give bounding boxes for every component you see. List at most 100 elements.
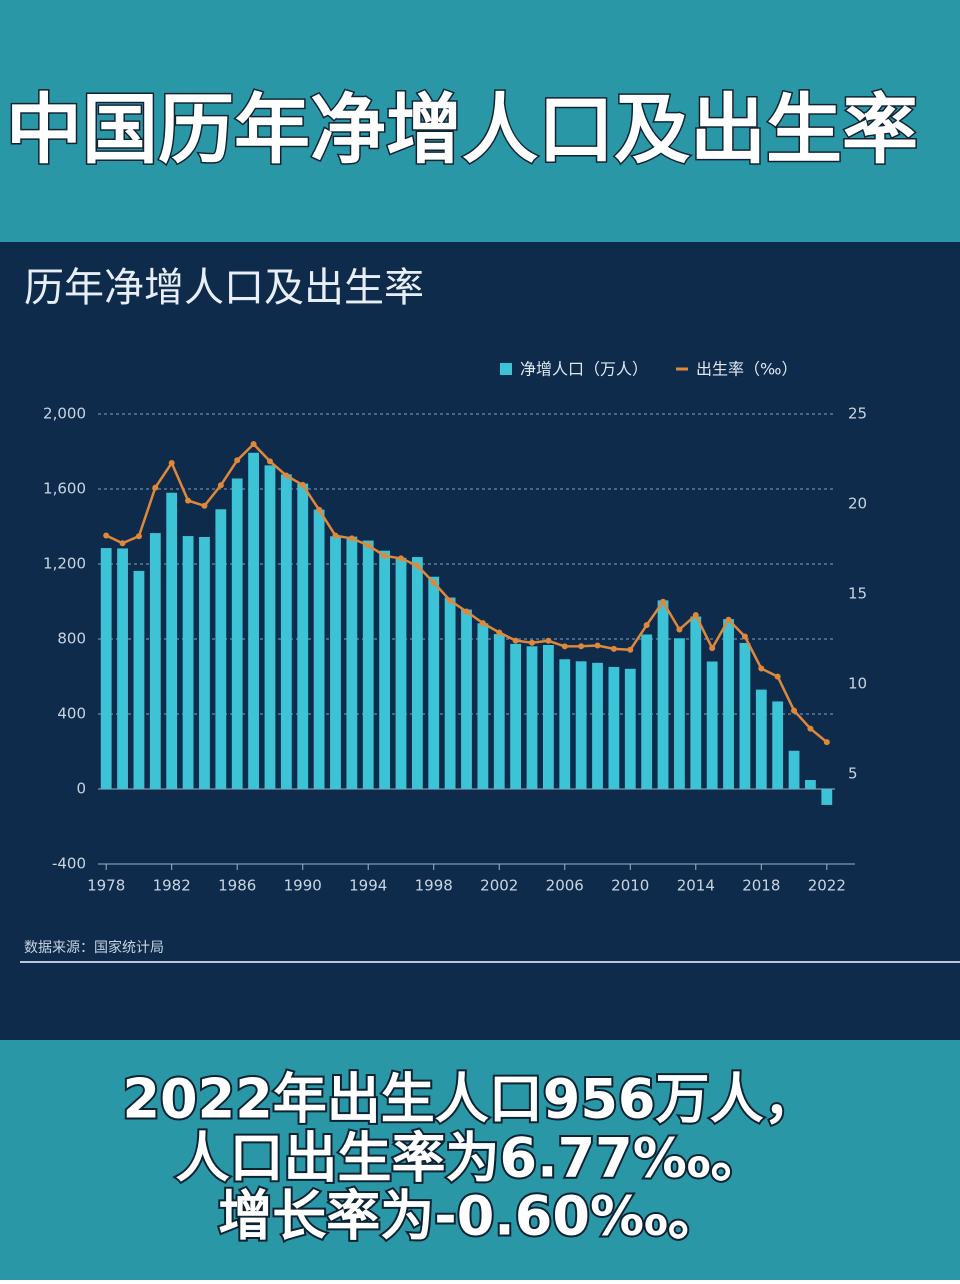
bar (379, 550, 391, 789)
bar (608, 666, 620, 789)
bar (805, 780, 816, 789)
bar (248, 452, 259, 789)
line-point (741, 633, 748, 640)
legend-swatch (500, 363, 512, 375)
line-point (725, 616, 732, 623)
line-point (250, 441, 257, 448)
line-point (709, 645, 716, 652)
line-point (316, 506, 323, 513)
bar (706, 661, 718, 789)
bar (362, 540, 374, 789)
line-point (119, 540, 126, 547)
y2-tick-label: 20 (848, 495, 867, 513)
bar (739, 642, 751, 789)
caption-line: 增长率为-0.60‰。 (218, 1185, 721, 1248)
line-point (430, 579, 437, 586)
line-point (529, 639, 536, 646)
source: 数据来源：国家统计局 (24, 939, 164, 956)
line-point (676, 626, 683, 633)
bar (592, 662, 603, 789)
bar (215, 509, 227, 789)
caption-line: 人口出生率为6.77‰。 (176, 1127, 765, 1190)
line-point (103, 532, 110, 539)
bar (477, 623, 489, 789)
bar (117, 548, 128, 789)
x-tick-label: 2002 (480, 877, 518, 895)
bar (575, 661, 587, 789)
line-point (496, 629, 503, 636)
line-point (381, 552, 388, 559)
line-point (463, 608, 470, 615)
line-point (660, 598, 667, 605)
line-point (610, 645, 617, 652)
y-tick-label: 1,600 (43, 480, 86, 498)
line-point (348, 535, 355, 542)
bar (231, 478, 243, 789)
line-point (578, 643, 585, 650)
bar (313, 509, 325, 789)
line-point (217, 482, 224, 489)
bar (510, 643, 522, 789)
bar (346, 536, 358, 789)
line-point (234, 457, 241, 464)
bar (624, 668, 636, 789)
line-point (168, 459, 175, 466)
line-point (594, 642, 601, 649)
bar (788, 750, 800, 789)
bar (542, 645, 554, 789)
line-point (152, 484, 159, 491)
line-point (512, 637, 519, 644)
line-point (791, 707, 798, 714)
y-tick-label: 400 (57, 705, 86, 723)
legend-label: 出生率（‰） (696, 360, 797, 379)
bar (330, 536, 341, 789)
y2-tick-label: 15 (848, 585, 867, 603)
bar (411, 557, 423, 789)
y2-tick-label: 5 (848, 765, 858, 783)
line-point (479, 620, 486, 627)
chart-title: 历年净增人口及出生率 (24, 265, 424, 311)
line-point (397, 555, 404, 562)
x-tick-label: 2022 (808, 877, 846, 895)
x-tick-label: 1986 (218, 877, 256, 895)
legend-label: 净增人口（万人） (520, 360, 648, 379)
line-point (299, 481, 306, 488)
bar (559, 659, 571, 789)
caption-line: 2022年出生人口956万人， (122, 1068, 817, 1131)
bar (461, 609, 472, 789)
bar (444, 597, 456, 789)
line-point (283, 472, 290, 479)
bar (149, 533, 161, 789)
bar (166, 492, 178, 789)
x-tick-label: 1998 (415, 877, 453, 895)
line-point (807, 725, 814, 732)
bar (280, 474, 292, 789)
y2-tick-label: 10 (848, 675, 867, 693)
bar (264, 465, 276, 789)
line-point (185, 497, 192, 504)
y-tick-label: -400 (52, 855, 86, 873)
line-point (627, 646, 634, 653)
line-point (545, 637, 552, 644)
bar (690, 616, 702, 789)
line-point (365, 542, 372, 549)
bar (199, 537, 210, 789)
y-tick-label: 2,000 (43, 405, 86, 423)
x-tick-label: 2010 (611, 877, 649, 895)
x-tick-label: 1978 (87, 877, 125, 895)
bar (133, 570, 145, 789)
line-point (561, 643, 568, 650)
x-tick-label: 1994 (349, 877, 387, 895)
x-tick-label: 1982 (153, 877, 191, 895)
line-point (643, 622, 650, 629)
bar (641, 634, 653, 789)
page-title: 中国历年净增人口及出生率 (6, 85, 918, 174)
bar (100, 548, 112, 789)
bar (395, 557, 407, 789)
x-tick-label: 1990 (284, 877, 322, 895)
line-point (201, 502, 208, 509)
bar (723, 619, 734, 789)
line-point (823, 739, 830, 746)
x-tick-label: 2018 (742, 877, 780, 895)
line-point (692, 612, 699, 619)
